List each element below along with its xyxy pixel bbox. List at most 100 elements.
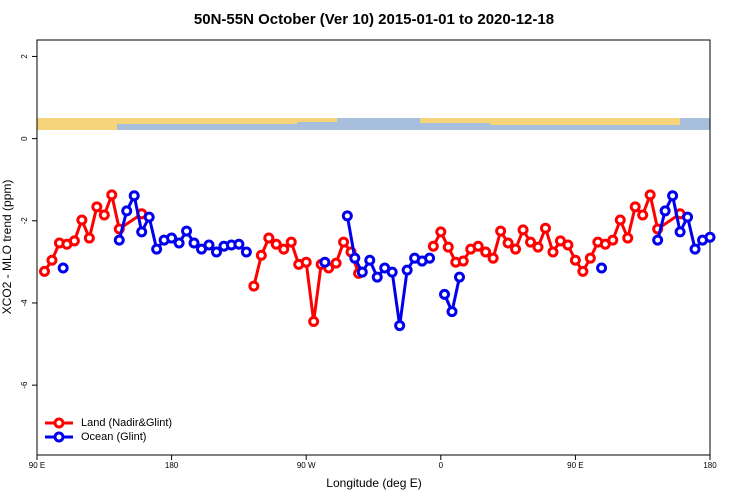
data-point	[480, 246, 492, 258]
data-point	[248, 280, 260, 292]
x-tick-label: 0	[439, 461, 444, 470]
data-point	[525, 236, 537, 248]
data-point	[472, 240, 484, 252]
data-point	[255, 249, 267, 261]
data-point	[629, 201, 641, 213]
data-point	[76, 214, 88, 226]
data-point	[532, 241, 544, 253]
data-point	[682, 211, 694, 223]
data-point	[308, 315, 320, 327]
data-point	[364, 254, 376, 266]
data-point	[143, 211, 155, 223]
data-point	[319, 256, 331, 268]
data-point	[427, 240, 439, 252]
data-point	[584, 252, 596, 264]
data-point	[510, 243, 522, 255]
x-tick-label: 180	[165, 461, 179, 470]
data-point	[341, 210, 353, 222]
data-point	[596, 262, 608, 274]
x-tick-label: 90 E	[567, 461, 583, 470]
data-point	[233, 238, 245, 250]
y-tick-label: 2	[20, 54, 29, 59]
y-tick-label: 0	[20, 136, 29, 141]
data-point	[57, 262, 69, 274]
y-tick-label: -6	[20, 381, 29, 389]
data-point	[394, 320, 406, 332]
data-point	[674, 226, 686, 238]
y-tick-label: -4	[20, 299, 29, 307]
data-point	[637, 209, 649, 221]
data-point	[644, 189, 656, 201]
data-point	[356, 266, 368, 278]
x-tick-label: 90 E	[29, 461, 45, 470]
data-point	[38, 265, 50, 277]
data-point	[121, 205, 133, 217]
data-point	[270, 238, 282, 250]
data-point	[439, 288, 451, 300]
chart-title: 50N-55N October (Ver 10) 2015-01-01 to 2…	[194, 11, 554, 28]
data-point	[659, 205, 671, 217]
data-point	[349, 252, 361, 264]
data-point	[401, 264, 413, 276]
data-point	[547, 246, 559, 258]
data-point	[517, 224, 529, 236]
legend-label: Land (Nadir&Glint)	[81, 417, 172, 429]
data-point	[240, 246, 252, 258]
data-point	[667, 190, 679, 202]
data-point	[539, 222, 551, 234]
x-tick-label: 180	[703, 461, 717, 470]
data-point	[622, 232, 634, 244]
data-point	[151, 243, 163, 255]
data-point	[502, 237, 514, 249]
data-point	[371, 271, 383, 283]
data-point	[338, 236, 350, 248]
y-tick-label: -2	[20, 217, 29, 225]
data-point	[386, 266, 398, 278]
data-point	[166, 232, 178, 244]
data-point	[562, 239, 574, 251]
data-point	[446, 306, 458, 318]
x-tick-label: 90 W	[297, 461, 316, 470]
data-point	[330, 257, 342, 269]
legend-label: Ocean (Glint)	[81, 431, 146, 443]
data-point	[652, 234, 664, 246]
data-point	[487, 252, 499, 264]
y-axis-label: XCO2 - MLO trend (ppm)	[0, 180, 14, 315]
data-point	[577, 265, 589, 277]
data-point	[453, 271, 465, 283]
data-point	[98, 209, 110, 221]
data-point	[689, 243, 701, 255]
data-point	[457, 255, 469, 267]
data-point	[435, 226, 447, 238]
data-point	[263, 232, 275, 244]
plot-frame	[36, 39, 711, 456]
data-point	[136, 226, 148, 238]
data-point	[569, 254, 581, 266]
data-point	[91, 201, 103, 213]
data-point	[173, 237, 185, 249]
data-point	[203, 239, 215, 251]
x-axis-label: Longitude (deg E)	[326, 476, 421, 490]
series-line	[252, 235, 360, 322]
data-point	[300, 256, 312, 268]
data-point	[106, 189, 118, 201]
legend-marker	[53, 431, 65, 443]
series-line	[431, 189, 681, 275]
data-point	[495, 225, 507, 237]
data-point	[128, 190, 140, 202]
data-point	[113, 234, 125, 246]
data-point	[210, 246, 222, 258]
data-point	[181, 225, 193, 237]
data-point	[188, 237, 200, 249]
data-point	[607, 234, 619, 246]
data-point	[68, 235, 80, 247]
data-point	[46, 254, 58, 266]
land-ocean-strip	[37, 118, 710, 130]
data-point	[704, 231, 716, 243]
data-point	[83, 232, 95, 244]
data-point	[278, 243, 290, 255]
data-point	[424, 252, 436, 264]
data-point	[285, 236, 297, 248]
data-point	[614, 214, 626, 226]
data-point	[442, 241, 454, 253]
